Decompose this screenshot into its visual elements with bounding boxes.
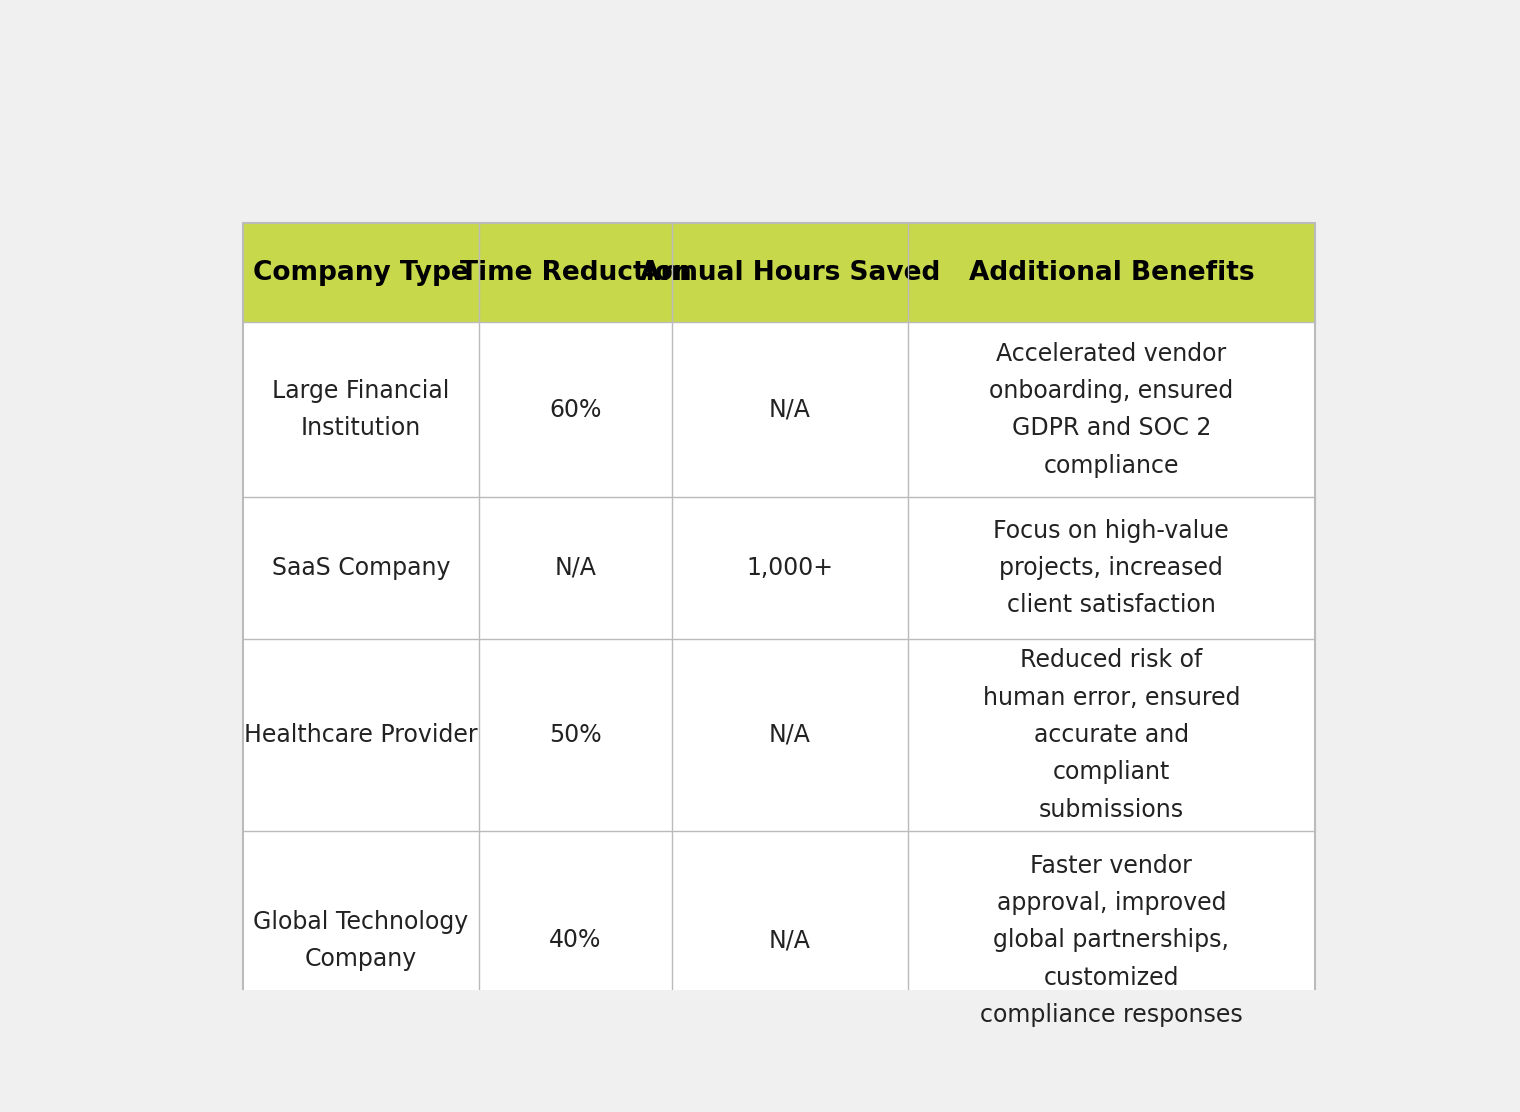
FancyBboxPatch shape [243, 224, 1315, 321]
Text: Company Type: Company Type [252, 259, 468, 286]
Text: N/A: N/A [555, 556, 596, 580]
Text: 50%: 50% [549, 723, 602, 747]
Text: Global Technology
Company: Global Technology Company [254, 910, 468, 971]
Text: Additional Benefits: Additional Benefits [968, 259, 1254, 286]
Text: N/A: N/A [769, 398, 810, 421]
Text: N/A: N/A [769, 723, 810, 747]
Text: 60%: 60% [549, 398, 602, 421]
Text: 1,000+: 1,000+ [746, 556, 833, 580]
Text: Faster vendor
approval, improved
global partnerships,
customized
compliance resp: Faster vendor approval, improved global … [980, 854, 1243, 1027]
Text: Large Financial
Institution: Large Financial Institution [272, 379, 450, 440]
Text: N/A: N/A [769, 929, 810, 953]
FancyBboxPatch shape [243, 224, 1315, 1050]
Text: Focus on high-value
projects, increased
client satisfaction: Focus on high-value projects, increased … [994, 518, 1230, 617]
Text: SaaS Company: SaaS Company [272, 556, 450, 580]
Text: Reduced risk of
human error, ensured
accurate and
compliant
submissions: Reduced risk of human error, ensured acc… [982, 648, 1240, 822]
Text: Annual Hours Saved: Annual Hours Saved [640, 259, 939, 286]
Text: Healthcare Provider: Healthcare Provider [245, 723, 477, 747]
Text: Time Reduction: Time Reduction [459, 259, 692, 286]
Text: Accelerated vendor
onboarding, ensured
GDPR and SOC 2
compliance: Accelerated vendor onboarding, ensured G… [990, 341, 1233, 477]
Text: 40%: 40% [549, 929, 602, 953]
